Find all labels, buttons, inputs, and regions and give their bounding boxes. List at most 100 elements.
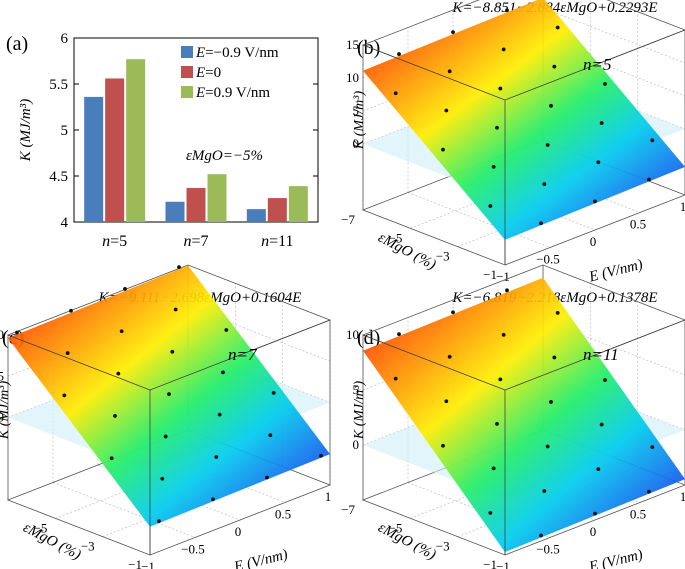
y-tick-label: 1	[325, 489, 332, 504]
grid-line	[52, 482, 196, 538]
data-point	[545, 143, 550, 147]
box-edge	[149, 319, 331, 391]
y-tick-label: 1	[680, 199, 685, 214]
y-tick-label: 0.5	[630, 217, 646, 232]
data-point	[177, 265, 181, 270]
z-tick-label: −10	[339, 0, 359, 3]
data-point	[69, 308, 73, 313]
bar-chart-panel: (a) 4 4.5 5 5.5 6 n=5 n=7 n=11 K (MJ/m³) E=−0.…	[6, 31, 319, 250]
legend-label: E=0.9 V/nm	[195, 85, 270, 101]
y-tick-label: −1	[141, 559, 155, 569]
data-point	[603, 378, 607, 382]
data-point	[495, 421, 499, 426]
data-point	[505, 288, 509, 293]
data-point	[593, 199, 597, 204]
x-tick-label: −5	[33, 520, 47, 535]
legend-swatch	[181, 66, 193, 78]
z-tick-label: 15	[346, 37, 359, 52]
data-point	[501, 47, 506, 52]
y-tick-label: 5	[61, 123, 69, 139]
data-points	[393, 288, 655, 538]
z-tick-label: −5	[0, 0, 4, 3]
data-point	[542, 182, 547, 187]
box-edge	[504, 29, 685, 101]
y-tick-label: 0	[590, 234, 597, 249]
x-axis-label: εMgO (%)	[20, 520, 83, 564]
x-tick-label: −3	[436, 249, 450, 264]
y-tick-label: −0.5	[181, 542, 205, 557]
box-edge	[362, 334, 506, 391]
panel-label-a: (a)	[6, 33, 28, 55]
z-tick-label: 5	[0, 368, 4, 383]
bar	[186, 187, 206, 222]
z-tick-label: 10	[346, 70, 359, 85]
surface-panel-d: K=−6.819−2.218εMgO+0.1378E(d)1050−5−7−5−…	[341, 0, 685, 569]
data-point	[265, 475, 269, 480]
data-point	[393, 91, 398, 96]
z-tick-label: 10	[0, 327, 4, 342]
data-points	[393, 8, 655, 226]
y-axis-label: E (V/nm)	[587, 547, 645, 569]
x-axis-label: εMgO (%)	[375, 230, 438, 274]
data-point	[593, 511, 597, 516]
data-point	[539, 533, 543, 538]
data-point	[545, 444, 550, 449]
data-point	[603, 82, 607, 86]
y-axis-label: E (V/nm)	[587, 257, 645, 286]
y-axis-label: E (V/nm)	[232, 547, 290, 569]
data-point	[488, 511, 493, 515]
data-point	[488, 204, 493, 208]
fitted-surface	[8, 265, 330, 527]
x-tick-label: −1	[128, 557, 142, 569]
data-point	[596, 160, 601, 165]
z-tick-label: 0	[353, 136, 360, 151]
data-point	[271, 390, 276, 395]
bar	[105, 78, 125, 222]
x-tick-label: −3	[81, 539, 95, 554]
z-tick-label: 0	[0, 410, 4, 425]
x-tick-label: n=11	[261, 233, 293, 250]
z-tick-label: 5	[353, 103, 360, 118]
data-point	[599, 422, 604, 427]
legend-swatch	[181, 86, 193, 98]
x-tick-label: −7	[341, 212, 355, 227]
z-axis-label: K (MJ/m³)	[0, 381, 12, 441]
y-axis-label: K (MJ/m³)	[18, 99, 34, 162]
data-point	[599, 121, 604, 125]
data-point	[549, 103, 553, 108]
data-point	[113, 414, 117, 418]
data-point	[170, 349, 175, 354]
z-tick-label: −5	[345, 0, 359, 3]
data-point	[217, 412, 222, 417]
x-tick-label: −1	[483, 557, 497, 569]
data-point	[552, 355, 557, 360]
y-tick-label: 6	[61, 31, 69, 47]
data-point	[650, 445, 655, 450]
y-tick-label: −1	[496, 559, 510, 569]
data-point	[214, 455, 219, 459]
data-point	[397, 332, 401, 337]
data-point	[167, 392, 171, 397]
strain-annotation: εMgO=−5%	[186, 148, 263, 164]
z-tick-label: 10	[346, 327, 359, 342]
x-tick-label: −7	[341, 502, 355, 517]
layer-annotation: n=11	[583, 345, 619, 364]
x-tick-label: −3	[436, 539, 450, 554]
fitted-surface	[363, 277, 685, 553]
x-tick-group: n=5 n=7 n=11	[102, 233, 293, 250]
y-tick-label: 4.5	[49, 169, 68, 185]
data-point	[505, 8, 509, 13]
z-tick-label: −10	[0, 0, 4, 3]
data-point	[15, 330, 19, 335]
data-point	[491, 164, 496, 169]
bar	[84, 96, 104, 222]
bar	[207, 174, 227, 222]
data-point	[542, 489, 547, 493]
bar	[246, 209, 266, 222]
bar	[126, 59, 146, 222]
data-point	[555, 311, 560, 315]
data-point	[539, 221, 543, 226]
y-tick-label: 0.5	[630, 507, 646, 522]
data-point	[451, 30, 455, 35]
